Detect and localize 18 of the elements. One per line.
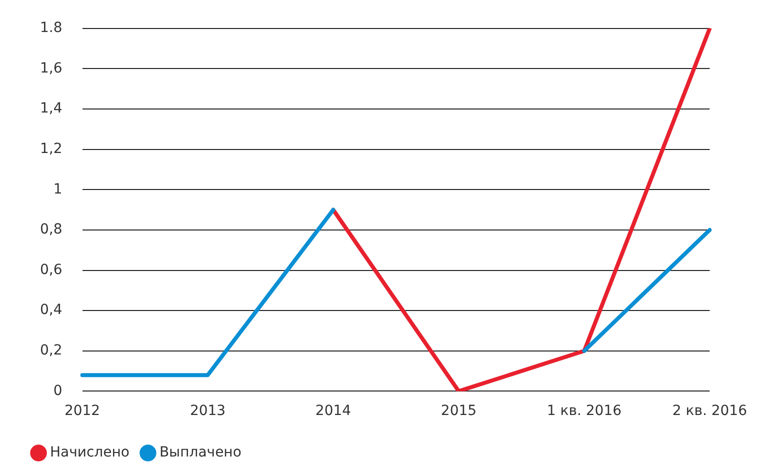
x-tick-label: 1 кв. 2016 <box>546 403 622 420</box>
x-tick-label: 2 кв. 2016 <box>672 403 748 420</box>
y-tick-label: 1.8 <box>40 20 62 36</box>
legend-label: Выплачено <box>159 444 242 461</box>
y-tick-label: 1 <box>53 181 62 198</box>
x-tick-label: 2014 <box>315 403 352 420</box>
y-tick-label: 1,2 <box>40 140 62 157</box>
y-tick-label: 0,6 <box>40 262 62 278</box>
x-tick-label: 2013 <box>190 403 226 420</box>
y-tick-label: 0,4 <box>40 302 62 318</box>
y-tick-label: 0 <box>53 382 62 399</box>
x-tick-label: 2012 <box>64 403 100 420</box>
y-tick-label: 0,2 <box>40 342 62 359</box>
y-tick-label: 1,4 <box>40 100 62 117</box>
x-tick-label: 2015 <box>440 403 477 420</box>
y-tick-label: 1,6 <box>40 60 62 76</box>
y-tick-label: 0,8 <box>40 222 62 238</box>
legend-label: Начислено <box>50 444 130 461</box>
